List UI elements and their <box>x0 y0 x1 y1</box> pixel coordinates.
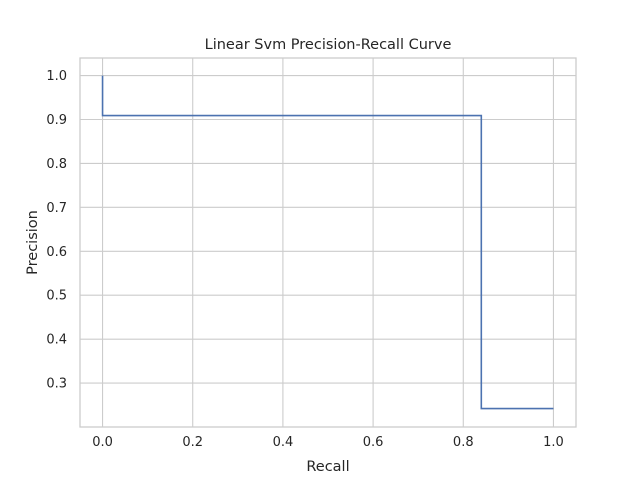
chart-title: Linear Svm Precision-Recall Curve <box>205 37 452 53</box>
x-tick-label: 0.8 <box>453 435 474 450</box>
x-axis-label: Recall <box>306 459 349 475</box>
y-tick-label: 0.4 <box>46 333 67 348</box>
x-tick-label: 0.0 <box>92 435 113 450</box>
grid-layer <box>80 58 576 427</box>
plot-frame <box>79 57 577 428</box>
series-layer <box>101 75 554 410</box>
y-tick-label: 0.3 <box>46 377 67 392</box>
y-tick-label: 0.5 <box>46 289 67 304</box>
y-tick-label: 0.9 <box>46 113 67 128</box>
y-tick-label: 0.8 <box>46 157 67 172</box>
y-tick-label: 0.6 <box>46 245 67 260</box>
tick-label-layer: 0.0 0.2 0.4 0.6 0.8 1.0 0.3 0.4 0.5 0.6 0.7 0.8 0.9 1… <box>46 69 563 450</box>
x-tick-label: 1.0 <box>543 435 564 450</box>
x-tick-label: 0.2 <box>182 435 203 450</box>
x-tick-label: 0.4 <box>273 435 294 450</box>
y-axis-label: Precision <box>25 210 41 275</box>
x-tick-label: 0.6 <box>363 435 384 450</box>
precision-recall-line <box>101 75 554 410</box>
y-tick-label: 0.7 <box>46 201 67 216</box>
y-tick-label: 1.0 <box>46 69 67 84</box>
